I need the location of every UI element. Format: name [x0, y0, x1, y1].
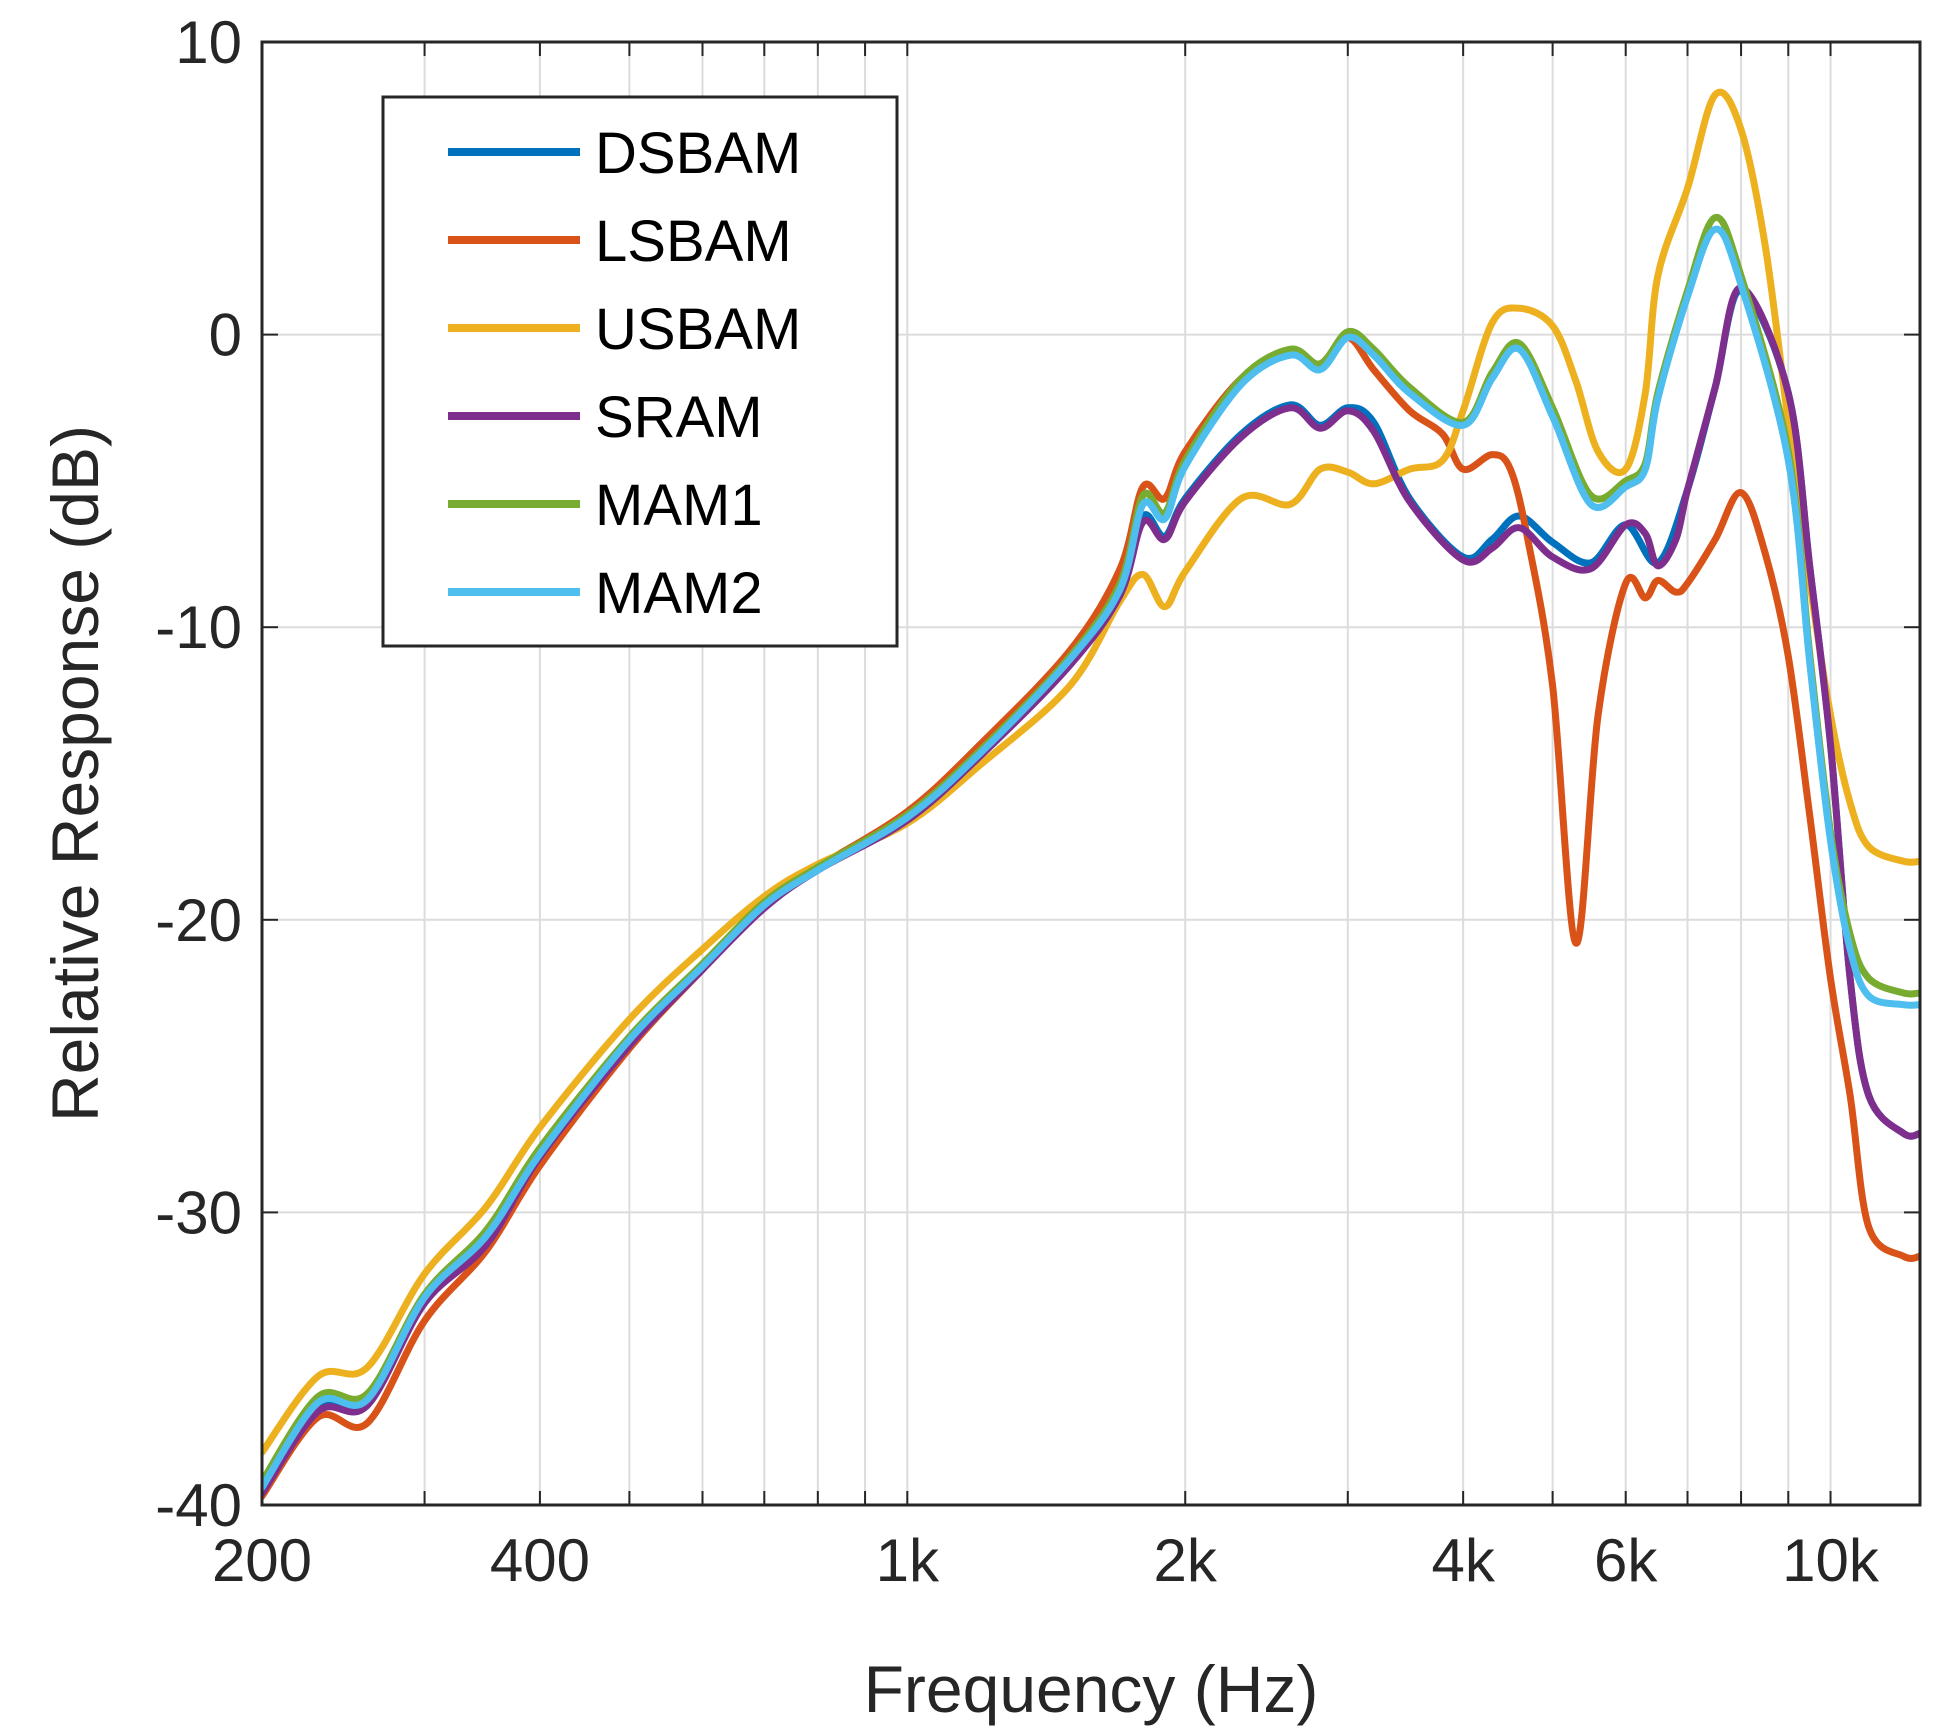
- x-tick-label: 1k: [876, 1527, 940, 1594]
- legend-label-sram: SRAM: [595, 385, 763, 450]
- legend-label-mam2: MAM2: [595, 561, 763, 626]
- y-tick-label: -10: [155, 594, 242, 661]
- legend-box: [381, 95, 899, 648]
- y-axis-title: Relative Response (dB): [38, 425, 112, 1122]
- plot-frame: [260, 40, 1922, 1507]
- y-tick-label: -30: [155, 1179, 242, 1246]
- legend-label-usbam: USBAM: [595, 297, 801, 362]
- legend[interactable]: DSBAM LSBAM USBAM SRAM MAM1 MAM2: [381, 95, 899, 648]
- legend-label-lsbam: LSBAM: [595, 209, 792, 274]
- series-line-sram: [262, 284, 1920, 1497]
- series-layer: [262, 88, 1920, 1500]
- x-tick-label: 2k: [1154, 1527, 1218, 1594]
- x-tick-label: 200: [212, 1527, 312, 1594]
- legend-label-dsbam: DSBAM: [595, 121, 801, 186]
- x-tick-label: 400: [490, 1527, 590, 1594]
- y-tick-label: -20: [155, 887, 242, 954]
- y-axis-tick-labels: -40 -30 -20 -10 0 10: [155, 9, 242, 1539]
- x-tick-label: 4k: [1431, 1527, 1495, 1594]
- legend-label-mam1: MAM1: [595, 473, 763, 538]
- y-tick-label: -40: [155, 1472, 242, 1539]
- series-line-mam2: [262, 225, 1920, 1491]
- x-axis-title: Frequency (Hz): [864, 1652, 1319, 1726]
- x-axis-tick-labels: 200 400 1k 2k 4k 6k 10k: [212, 1527, 1880, 1594]
- y-tick-label: 0: [209, 302, 242, 369]
- y-tick-label: 10: [175, 9, 242, 76]
- x-tick-label: 10k: [1782, 1527, 1880, 1594]
- x-tick-label: 6k: [1594, 1527, 1658, 1594]
